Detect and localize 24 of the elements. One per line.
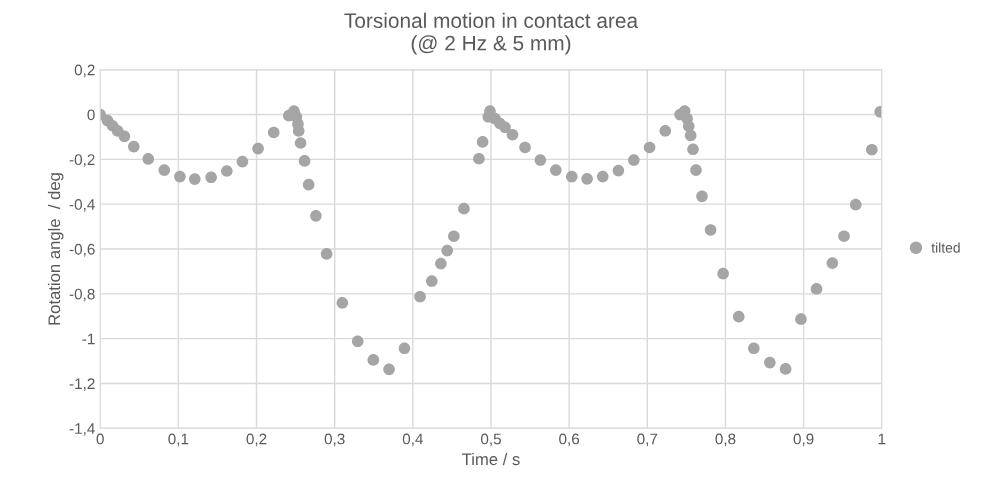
x-tick-label: 0 <box>96 433 104 445</box>
x-tick-label: 0,8 <box>715 433 736 447</box>
x-tick-label: 0,3 <box>324 433 345 447</box>
chart-title: Torsional motion in contact area (@ 2 Hz & 5 mm) <box>344 12 639 55</box>
y-tick-label: -0,2 <box>69 154 95 167</box>
x-tick-label: 0,1 <box>168 433 189 447</box>
x-tick-label: 0,2 <box>246 433 267 447</box>
y-tick-label: -1,4 <box>69 423 95 436</box>
y-tick-label: 0,2 <box>74 64 95 78</box>
legend-label: tilted <box>931 242 960 253</box>
x-tick-label: 0,6 <box>559 433 580 447</box>
x-tick-label: 0,9 <box>793 433 814 447</box>
y-tick-label: 0 <box>87 109 95 121</box>
x-tick-label: 1 <box>878 433 886 445</box>
y-tick-label: -1,2 <box>69 378 95 391</box>
x-tick-label: 0,7 <box>637 433 658 447</box>
y-tick-label: -0,6 <box>69 243 95 257</box>
x-axis-title: Time / s <box>462 452 520 466</box>
y-tick-label: -0,4 <box>69 199 95 212</box>
y-tick-label: -1 <box>82 333 95 345</box>
x-tick-label: 0,5 <box>480 433 501 447</box>
y-tick-label: -0,8 <box>69 288 95 302</box>
x-tick-label: 0,4 <box>402 433 423 447</box>
y-axis-title: Rotation angle / deg <box>47 173 64 325</box>
